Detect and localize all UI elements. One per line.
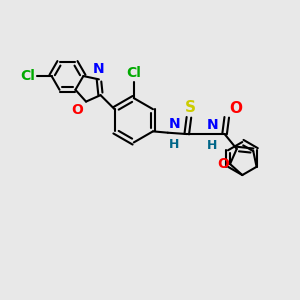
- Text: H: H: [169, 138, 179, 151]
- Text: Cl: Cl: [20, 69, 35, 83]
- Text: S: S: [185, 100, 196, 115]
- Text: O: O: [230, 101, 242, 116]
- Text: N: N: [93, 61, 105, 76]
- Text: Cl: Cl: [126, 66, 141, 80]
- Text: N: N: [206, 118, 218, 132]
- Text: H: H: [206, 139, 217, 152]
- Text: O: O: [217, 157, 229, 171]
- Text: N: N: [169, 116, 180, 130]
- Text: O: O: [71, 103, 83, 117]
